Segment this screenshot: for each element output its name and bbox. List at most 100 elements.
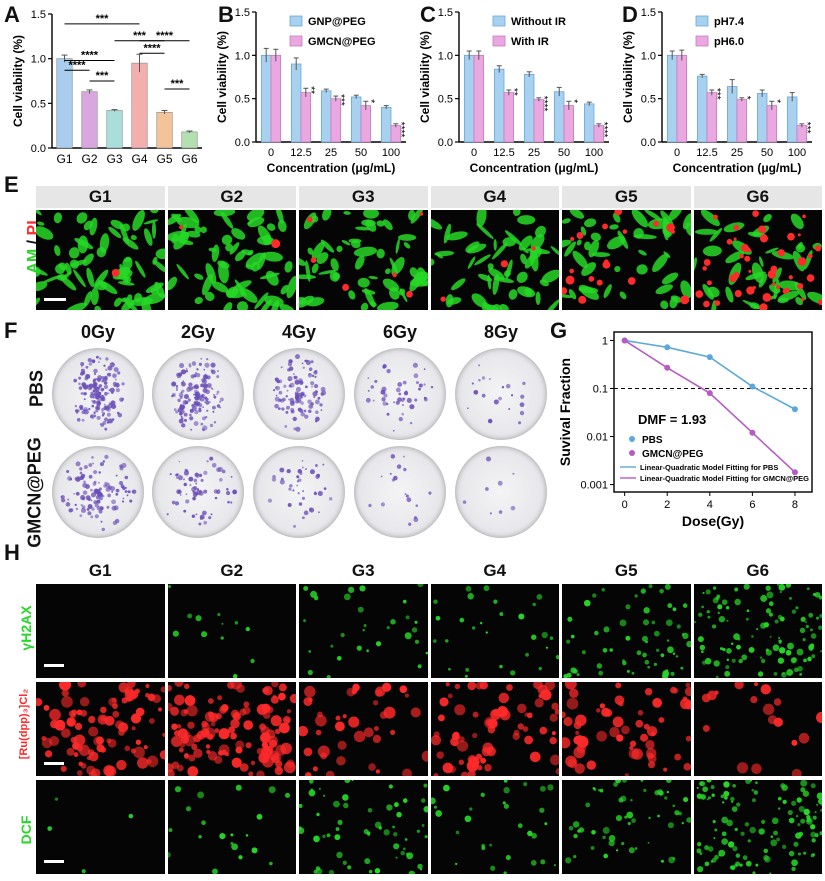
dose-label: 6Gy	[382, 322, 418, 342]
y-tick-label: 0.5	[31, 98, 46, 110]
significance-stars: ***	[801, 122, 812, 134]
fluorescence-image	[36, 584, 165, 678]
scale-bar	[44, 664, 64, 667]
fluorescence-image	[167, 584, 296, 678]
significance-label: ****	[81, 49, 99, 61]
legend-swatch	[289, 35, 303, 47]
live-dead-image	[430, 210, 559, 310]
y-axis-label: Cell viability (%)	[11, 35, 25, 127]
y-tick-label: 0.1	[593, 383, 608, 395]
y-axis-label: Cell viability (%)	[621, 31, 635, 123]
bar	[697, 75, 708, 143]
y-tick-label: 0.0	[641, 137, 656, 149]
bar	[676, 54, 688, 143]
y-tick-label: 1	[602, 335, 608, 347]
x-tick-label: G1	[56, 152, 72, 166]
fluorescence-image	[430, 682, 559, 776]
scale-bar	[44, 298, 66, 301]
scale-bar	[44, 860, 64, 863]
panel-letter-g: G	[550, 318, 568, 343]
bar	[81, 91, 98, 149]
fluorescence-image	[299, 780, 428, 874]
panel-letter-a: A	[4, 2, 20, 27]
legend-marker	[629, 436, 635, 442]
x-tick-label: 50	[355, 147, 367, 159]
bar	[563, 105, 575, 143]
data-point	[706, 390, 713, 397]
data-point	[664, 344, 671, 351]
legend-label: With IR	[511, 36, 549, 48]
x-tick-label: 4	[707, 499, 713, 511]
bar	[156, 111, 173, 149]
data-point	[791, 469, 798, 476]
significance-stars: *	[771, 99, 782, 103]
bar	[756, 93, 768, 143]
colony-dish	[354, 446, 446, 538]
row-label-gh2ax: γH2AX	[18, 605, 34, 651]
colony-dish	[52, 348, 144, 440]
y-tick-label: 0.0	[235, 137, 250, 149]
group-header: G2	[167, 560, 296, 582]
y-axis-label: Cell viability (%)	[418, 31, 432, 123]
y-tick-label: 1.0	[641, 50, 656, 62]
data-point	[664, 364, 671, 371]
y-tick-label: 1.5	[641, 7, 656, 19]
fluorescence-image	[299, 682, 428, 776]
y-tick-label: 0.5	[438, 94, 453, 106]
x-tick-label: 12.5	[493, 147, 514, 159]
live-dead-image	[562, 210, 691, 310]
colony-dish	[253, 348, 345, 440]
significance-stars: **	[305, 86, 316, 94]
bar	[300, 92, 312, 143]
significance-stars: **	[508, 88, 519, 96]
y-tick-label: 1.5	[235, 7, 250, 19]
panel-letter-h: H	[4, 540, 20, 565]
y-tick-label: 0.0	[31, 143, 46, 155]
legend-label: GNP@PEG	[308, 16, 366, 28]
bar	[270, 54, 282, 143]
y-axis-label: Suvival Fraction	[557, 358, 573, 466]
legend-swatch	[289, 15, 303, 27]
row-label-ru: [Ru(dpp)₃]Cl₂	[18, 688, 30, 760]
legend-label: PBS	[642, 435, 663, 446]
group-header: G6	[693, 186, 822, 208]
data-point	[621, 337, 628, 344]
data-point	[791, 406, 798, 413]
legend-label: GMCN@PEG	[642, 449, 704, 460]
bar	[131, 62, 148, 149]
x-tick-label: 2	[664, 499, 670, 511]
x-tick-label: 50	[558, 147, 570, 159]
bar	[583, 103, 595, 143]
significance-label: ***	[133, 30, 147, 42]
significance-stars: *	[568, 99, 579, 103]
colony-dish	[253, 446, 345, 538]
bar	[106, 110, 123, 149]
x-tick-label: G3	[106, 152, 122, 166]
bar	[503, 92, 515, 143]
x-tick-label: G5	[156, 152, 172, 166]
x-tick-label: 8	[792, 499, 798, 511]
colony-dish	[455, 348, 547, 440]
legend-label: pH7.4	[714, 16, 745, 28]
group-header: G3	[299, 560, 428, 582]
legend-marker	[629, 450, 635, 456]
fluorescence-image	[562, 682, 691, 776]
dose-label: 0Gy	[80, 322, 116, 342]
row-label-pbs: PBS	[26, 370, 47, 408]
bar	[473, 54, 485, 143]
fluorescence-image	[299, 584, 428, 678]
panel-letter-d: D	[622, 2, 638, 27]
significance-label: ****	[156, 30, 174, 42]
data-point	[706, 354, 713, 361]
x-axis-label: Dose(Gy)	[682, 513, 744, 529]
live-dead-image	[36, 210, 165, 310]
group-header: G1	[36, 560, 165, 582]
x-axis-label: Concentration (μg/mL)	[267, 161, 396, 175]
fluorescence-image	[430, 584, 559, 678]
colony-dish	[455, 446, 547, 538]
significance-label: ****	[68, 59, 86, 71]
group-header: G4	[430, 560, 559, 582]
x-tick-label: 0	[674, 147, 680, 159]
plot-frame	[613, 331, 813, 493]
